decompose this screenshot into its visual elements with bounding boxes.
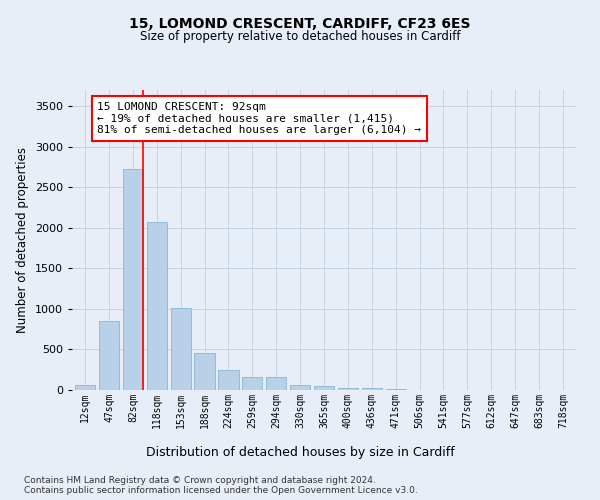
Bar — [218, 370, 239, 390]
Text: Contains HM Land Registry data © Crown copyright and database right 2024.: Contains HM Land Registry data © Crown c… — [24, 476, 376, 485]
Bar — [242, 378, 262, 390]
Bar — [338, 388, 358, 390]
Bar — [314, 386, 334, 390]
Bar — [290, 384, 310, 390]
Bar — [146, 222, 167, 390]
Bar — [194, 352, 215, 390]
Text: Size of property relative to detached houses in Cardiff: Size of property relative to detached ho… — [140, 30, 460, 43]
Text: Distribution of detached houses by size in Cardiff: Distribution of detached houses by size … — [146, 446, 454, 459]
Bar — [266, 378, 286, 390]
Text: Contains public sector information licensed under the Open Government Licence v3: Contains public sector information licen… — [24, 486, 418, 495]
Bar — [362, 388, 382, 390]
Y-axis label: Number of detached properties: Number of detached properties — [16, 147, 29, 333]
Text: 15, LOMOND CRESCENT, CARDIFF, CF23 6ES: 15, LOMOND CRESCENT, CARDIFF, CF23 6ES — [129, 18, 471, 32]
Text: 15 LOMOND CRESCENT: 92sqm
← 19% of detached houses are smaller (1,415)
81% of se: 15 LOMOND CRESCENT: 92sqm ← 19% of detac… — [97, 102, 421, 135]
Bar — [75, 385, 95, 390]
Bar — [123, 168, 143, 390]
Bar — [99, 321, 119, 390]
Bar — [170, 308, 191, 390]
Bar — [386, 389, 406, 390]
